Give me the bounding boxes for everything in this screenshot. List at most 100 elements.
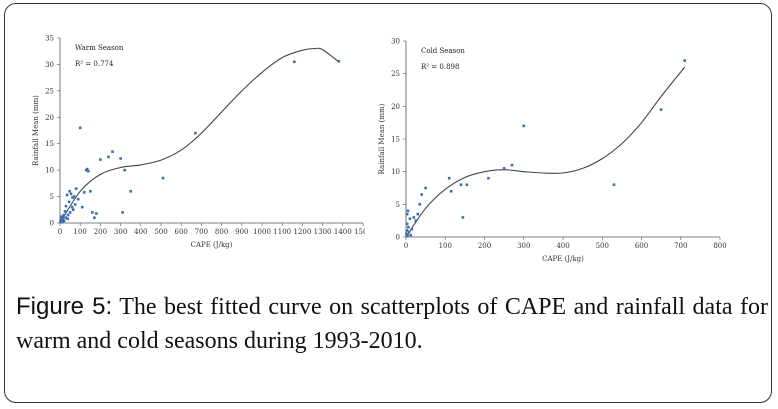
warm-x-tick-label: 400 [134,228,147,236]
cold-data-point [522,124,526,128]
cold-y-tick-label: 0 [396,234,400,242]
warm-y-axis-title: Rainfall Mean (mm) [32,95,40,166]
cold-x-tick-label: 600 [635,242,648,250]
caption-text: The best fitted curve on scatterplots of… [16,294,768,354]
warm-x-tick-label: 200 [94,228,107,236]
cold-data-point [409,233,413,237]
cold-x-tick-label: 400 [556,242,569,250]
cold-x-tick-label: 200 [478,242,491,250]
warm-data-point [95,212,98,215]
cold-r-squared: R² = 0.898 [421,63,459,71]
warm-data-point [293,60,296,64]
warm-x-tick-label: 1100 [273,228,291,236]
cold-x-tick-label: 800 [713,242,726,250]
warm-data-point [68,211,72,214]
warm-chart-title: Warm Season [75,44,124,52]
cold-data-point [414,219,418,222]
warm-data-point [85,167,89,171]
cold-y-tick-label: 25 [391,70,400,78]
warm-data-point [107,155,110,159]
cold-x-tick-label: 700 [674,242,687,250]
warm-x-tick-label: 300 [114,228,127,236]
warm-y-tick-label: 0 [50,220,54,228]
warm-data-point [121,211,124,214]
warm-data-point [119,157,122,160]
cold-data-point [683,59,686,62]
cold-y-tick-label: 10 [391,168,400,176]
cold-data-point [405,232,408,236]
warm-data-point [62,219,66,223]
cold-x-tick-label: 500 [596,242,609,250]
warm-y-tick-label: 25 [45,87,54,95]
figure-caption: Figure 5: The best fitted curve on scatt… [16,290,768,358]
warm-data-point [71,196,74,199]
cold-fitted-curve [405,66,686,238]
warm-data-point [68,189,71,193]
cold-chart-title: Cold Season [421,47,465,55]
cold-data-point [659,108,663,111]
warm-x-tick-label: 1300 [314,228,332,236]
warm-data-point [86,169,90,173]
warm-y-tick-label: 15 [45,140,54,148]
warm-data-point [66,217,69,221]
warm-x-tick-label: 1400 [334,228,352,236]
warm-season-chart: 0 5 10 15 20 25 30 35 0 100 200 300 400 500 600 700 800 9… [32,35,365,250]
cold-data-point [416,212,420,216]
warm-x-tick-label: 700 [195,228,208,236]
cold-data-point [612,183,616,187]
caption-label: Figure 5: [16,293,113,320]
warm-x-tick-label: 500 [154,228,167,236]
cold-y-tick-label: 15 [391,136,400,144]
warm-y-tick-label: 30 [45,61,54,69]
warm-data-point [76,197,80,201]
cold-data-point [502,167,506,170]
cold-data-point [405,229,409,232]
warm-y-tick-label: 35 [45,35,54,43]
warm-data-point [78,126,82,130]
cold-data-point [487,176,490,180]
warm-data-point [70,205,74,209]
warm-data-point [69,192,73,196]
warm-data-point [82,191,86,194]
cold-data-point [405,212,409,216]
cold-x-tick-label: 300 [517,242,530,250]
cold-data-point [407,225,410,229]
cold-data-point [406,234,409,237]
warm-y-tick-label: 5 [50,193,54,201]
cold-data-point [449,189,453,193]
cold-data-point [465,183,469,187]
cold-data-point [406,209,410,213]
warm-data-point [66,213,70,217]
warm-data-point [64,204,68,208]
warm-data-point [111,150,114,153]
cold-y-axis-title: Rainfall Mean (mm) [378,103,386,174]
cold-y-tick-label: 5 [396,201,400,209]
warm-x-tick-label: 100 [74,228,87,236]
warm-data-point [62,213,65,217]
warm-x-tick-label: 0 [58,228,62,236]
warm-data-point [93,216,96,220]
warm-data-point [60,215,63,218]
figure-frame [4,3,772,403]
warm-x-tick-label: 1500 [354,228,365,236]
cold-y-tick-label: 20 [391,103,400,111]
cold-x-axis-title: CAPE (J/kg) [542,255,584,263]
warm-data-point [64,216,67,220]
cold-y-tick-label: 30 [391,38,400,46]
warm-data-point [123,168,126,172]
warm-data-point [63,210,67,213]
warm-data-point [73,203,77,206]
warm-x-axis-title: CAPE (J/kg) [191,241,233,249]
cold-data-point [405,222,409,226]
warm-data-point [91,211,94,214]
warm-x-tick-label: 1000 [253,228,271,236]
warm-data-point [72,195,76,198]
warm-data-point [71,208,75,212]
cold-data-point [420,193,423,196]
warm-fitted-curve [59,47,340,224]
cold-data-point [412,216,416,219]
cold-data-point [459,183,463,187]
warm-data-point [89,189,92,193]
cold-data-point [410,227,414,231]
